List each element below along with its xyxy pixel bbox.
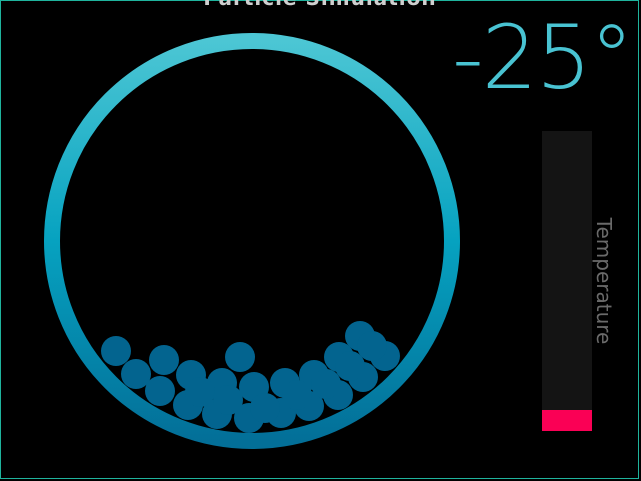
particle: [213, 385, 243, 415]
particle: [225, 342, 255, 372]
particle: [311, 369, 341, 399]
particle: [145, 376, 175, 406]
temperature-readout: -25°: [452, 6, 634, 109]
particles-group: [101, 321, 400, 433]
temperature-meter-fill: [542, 410, 592, 431]
particle: [250, 393, 280, 423]
app-title: Particle Simulation: [200, 0, 440, 10]
particle: [357, 331, 387, 361]
particle: [121, 359, 151, 389]
temperature-meter[interactable]: [542, 131, 592, 431]
particle: [149, 345, 179, 375]
temperature-meter-label: Temperature: [592, 217, 616, 345]
chamber-ring: [44, 33, 460, 449]
particle: [101, 336, 131, 366]
particle: [282, 380, 312, 410]
particle: [335, 351, 365, 381]
particle: [185, 377, 215, 407]
